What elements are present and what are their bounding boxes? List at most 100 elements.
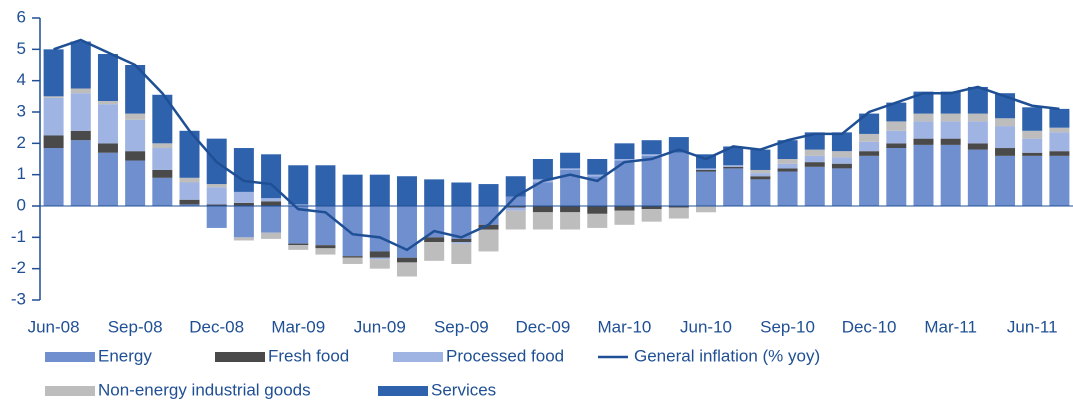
bar-segment xyxy=(1049,155,1070,206)
bar-segment xyxy=(913,91,934,114)
bar-segment xyxy=(43,148,64,206)
bar-segment xyxy=(70,140,91,206)
bar-segment xyxy=(451,243,472,264)
legend-swatch xyxy=(378,386,428,396)
bar-segment xyxy=(424,206,445,238)
bar-segment xyxy=(179,130,200,178)
legend-label: Services xyxy=(431,380,496,399)
bar-segment xyxy=(1022,107,1043,131)
bar-segment xyxy=(587,159,608,175)
bar-segment xyxy=(97,54,118,102)
bar-segment xyxy=(723,146,744,166)
bar-segment xyxy=(913,144,934,206)
bar-segment xyxy=(261,206,282,233)
y-tick-label: 0 xyxy=(17,195,26,214)
bar-segment xyxy=(288,243,309,246)
bar-segment xyxy=(369,174,390,206)
x-tick-label: Sep-08 xyxy=(108,317,163,336)
bar-segment xyxy=(804,132,825,150)
bar-segment xyxy=(750,173,771,177)
x-tick-label: Mar-09 xyxy=(271,317,325,336)
x-tick-label: Dec-09 xyxy=(516,317,571,336)
bar-segment xyxy=(261,198,282,202)
y-tick-label: 5 xyxy=(17,39,26,58)
bar-segment xyxy=(967,143,988,150)
bar-segment xyxy=(940,138,961,145)
bar-segment xyxy=(369,206,390,252)
bar-segment xyxy=(587,174,608,177)
bar-segment xyxy=(342,174,363,206)
bar-segment xyxy=(831,151,852,158)
legend-label: Fresh food xyxy=(268,346,349,365)
bar-segment xyxy=(696,206,717,213)
bar-segment xyxy=(1049,132,1070,152)
bar-segment xyxy=(288,206,309,244)
bar-segment xyxy=(97,104,118,144)
bar-segment xyxy=(532,182,553,206)
bar-segment xyxy=(125,160,146,206)
bar-segment xyxy=(614,160,635,206)
bar-segment xyxy=(995,148,1016,156)
legend-label: General inflation (% yoy) xyxy=(634,346,820,365)
legend-swatch xyxy=(45,386,95,396)
bar-segment xyxy=(505,176,526,197)
bar-segment xyxy=(886,102,907,122)
bar-segment xyxy=(777,168,798,172)
bar-segment xyxy=(152,94,173,144)
bar-segment xyxy=(1049,108,1070,128)
bar-segment xyxy=(831,168,852,206)
bar-segment xyxy=(614,159,635,161)
bar-segment xyxy=(886,130,907,144)
bar-segment xyxy=(396,257,417,263)
bar-segment xyxy=(233,191,254,203)
bar-segment xyxy=(886,143,907,149)
bar-segment xyxy=(750,179,771,206)
bar-segment xyxy=(560,152,581,169)
bar-segment xyxy=(152,148,173,170)
bar-segment xyxy=(750,176,771,180)
bar-segment xyxy=(70,130,91,141)
bar-segment xyxy=(668,207,689,219)
bar-segment xyxy=(315,245,336,249)
x-tick-label: Mar-10 xyxy=(598,317,652,336)
bar-segment xyxy=(288,204,309,206)
bar-segment xyxy=(696,169,717,172)
bar-segment xyxy=(587,206,608,214)
bar-segment xyxy=(369,251,390,258)
bar-segment xyxy=(560,168,581,170)
bar-segment xyxy=(43,96,64,98)
bar-segment xyxy=(233,202,254,206)
bar-segment xyxy=(913,121,934,139)
bar-segment xyxy=(451,206,472,239)
bar-segment xyxy=(913,138,934,145)
bar-segment xyxy=(995,118,1016,127)
x-tick-label: Jun-08 xyxy=(28,317,80,336)
bar-segment xyxy=(43,135,64,149)
bar-segment xyxy=(614,206,635,211)
y-tick-label: 1 xyxy=(17,164,26,183)
bar-segment xyxy=(668,137,689,153)
legend-label: Non-energy industrial goods xyxy=(98,380,311,399)
bar-segment xyxy=(206,184,227,188)
bar-segment xyxy=(125,151,146,161)
bar-segment xyxy=(886,121,907,131)
bar-segment xyxy=(560,206,581,213)
x-tick-label: Sep-09 xyxy=(434,317,489,336)
bar-segment xyxy=(369,257,390,260)
legend-swatch xyxy=(45,352,95,362)
bar-segment xyxy=(804,149,825,156)
bar-segment xyxy=(70,41,91,89)
bar-segment xyxy=(152,177,173,206)
bar-segment xyxy=(587,176,608,206)
bar-segment xyxy=(696,168,717,170)
bar-segment xyxy=(342,256,363,258)
bar-segment xyxy=(152,143,173,149)
bar-segment xyxy=(750,149,771,170)
bar-segment xyxy=(777,163,798,169)
bar-segment xyxy=(478,184,499,206)
y-tick-label: -1 xyxy=(11,227,26,246)
bar-segment xyxy=(97,143,118,153)
bar-segment xyxy=(641,206,662,210)
bar-segment xyxy=(641,209,662,222)
bar-segment xyxy=(396,176,417,206)
